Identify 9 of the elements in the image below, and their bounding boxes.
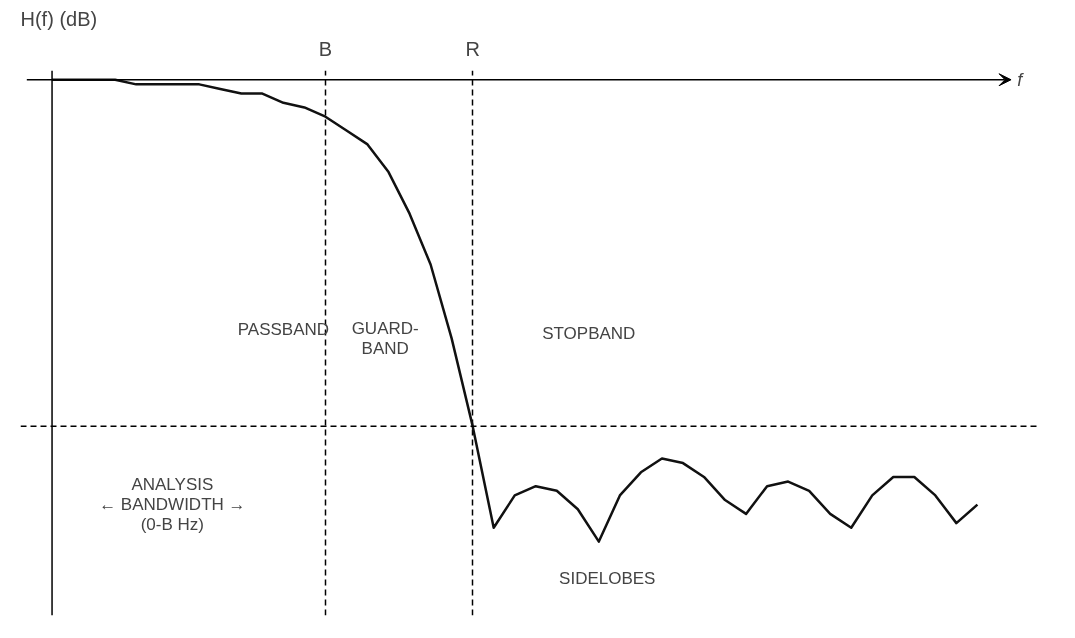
x-axis-title: f bbox=[1017, 69, 1025, 90]
annotation: PASSBAND bbox=[237, 319, 330, 339]
annotation: STOPBAND bbox=[542, 324, 636, 344]
annotation: GUARD- BAND bbox=[351, 318, 419, 358]
x-tick-label: B bbox=[318, 37, 333, 60]
annotation: ANALYSIS ← BANDWIDTH → (0-B Hz) bbox=[99, 475, 246, 535]
text: SIDELOBES bbox=[559, 569, 656, 589]
x-tick-label: R bbox=[465, 37, 480, 60]
y-axis-title: H(f) (dB) bbox=[20, 7, 98, 30]
